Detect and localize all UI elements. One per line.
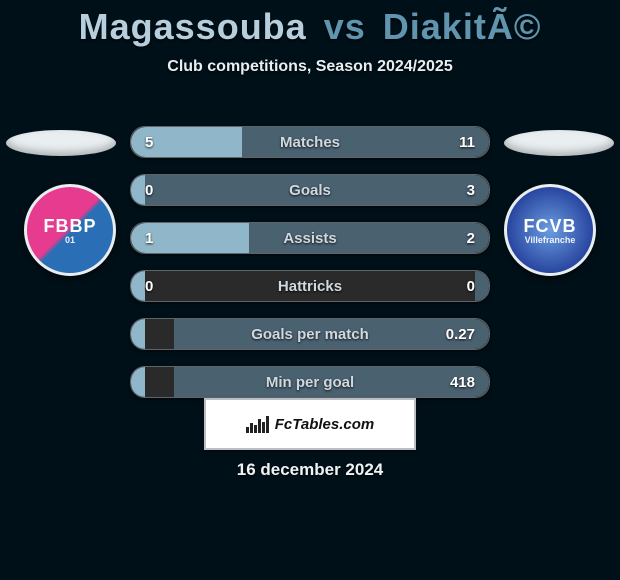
stat-value-right: 11 bbox=[459, 127, 475, 157]
stat-value-right: 0 bbox=[467, 271, 475, 301]
stat-label: Min per goal bbox=[131, 367, 489, 397]
player2-flag-ellipse bbox=[504, 130, 614, 156]
stat-bar: 0Goals3 bbox=[130, 174, 490, 206]
stat-value-right: 0.27 bbox=[446, 319, 475, 349]
bar-chart-icon bbox=[246, 416, 269, 433]
badge-right-subtext: Villefranche bbox=[525, 235, 576, 245]
subtitle: Club competitions, Season 2024/2025 bbox=[0, 58, 620, 76]
stat-value-right: 418 bbox=[450, 367, 475, 397]
badge-left-text: FBBP bbox=[44, 216, 97, 237]
stat-bar: 1Assists2 bbox=[130, 222, 490, 254]
player1-club-badge: FBBP 01 bbox=[24, 184, 116, 276]
badge-left-subtext: 01 bbox=[65, 235, 75, 245]
brand-text: FcTables.com bbox=[275, 416, 374, 433]
stat-bar: Min per goal418 bbox=[130, 366, 490, 398]
stat-bar: 5Matches11 bbox=[130, 126, 490, 158]
badge-right-text: FCVB bbox=[524, 216, 577, 237]
comparison-title: Magassouba vs DiakitÃ© bbox=[0, 6, 620, 48]
stat-label: Goals per match bbox=[131, 319, 489, 349]
player2-club-badge: FCVB Villefranche bbox=[504, 184, 596, 276]
stat-bar: 0Hattricks0 bbox=[130, 270, 490, 302]
stat-label: Matches bbox=[131, 127, 489, 157]
player1-name: Magassouba bbox=[79, 6, 307, 47]
player2-name: DiakitÃ© bbox=[383, 6, 542, 47]
brand-watermark: FcTables.com bbox=[204, 398, 416, 450]
stat-value-right: 2 bbox=[467, 223, 475, 253]
stat-value-right: 3 bbox=[467, 175, 475, 205]
stat-bar: Goals per match0.27 bbox=[130, 318, 490, 350]
stat-label: Assists bbox=[131, 223, 489, 253]
stat-label: Hattricks bbox=[131, 271, 489, 301]
player1-flag-ellipse bbox=[6, 130, 116, 156]
stats-bars-container: 5Matches110Goals31Assists20Hattricks0Goa… bbox=[130, 126, 490, 414]
vs-separator: vs bbox=[324, 6, 366, 47]
comparison-date: 16 december 2024 bbox=[0, 460, 620, 480]
stat-label: Goals bbox=[131, 175, 489, 205]
